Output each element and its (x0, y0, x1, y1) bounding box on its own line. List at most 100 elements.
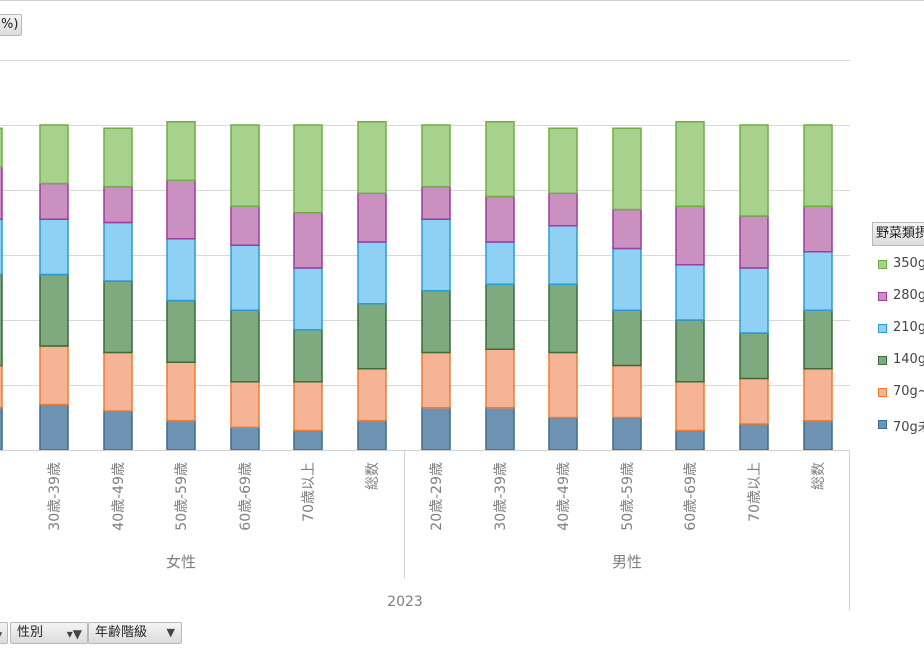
bar-segment-5-2[interactable] (357, 303, 387, 370)
legend-label: 70g未 (893, 420, 924, 435)
bar-segment-2-1[interactable] (166, 361, 196, 422)
bar-segment-partial-4[interactable] (0, 166, 3, 220)
bar-segment-7-3[interactable] (485, 241, 515, 285)
bar-segment-7-5[interactable] (485, 121, 515, 198)
bar-segment-5-0[interactable] (357, 420, 387, 451)
x-tick-label: 40歳-49歳 (556, 462, 572, 531)
bar-segment-3-4[interactable] (230, 205, 260, 246)
bar-segment-4-3[interactable] (293, 267, 323, 331)
bar-segment-1-1[interactable] (103, 351, 133, 412)
bar-segment-2-0[interactable] (166, 420, 196, 451)
bar-segment-10-2[interactable] (675, 319, 705, 383)
category-group-dividers (404, 450, 850, 610)
bar-segment-2-5[interactable] (166, 121, 196, 181)
bar-segment-2-3[interactable] (166, 238, 196, 302)
bar-segment-0-4[interactable] (39, 182, 69, 220)
bar-segment-8-2[interactable] (548, 283, 578, 354)
bar-segment-partial-1[interactable] (0, 364, 3, 409)
bar-segment-11-2[interactable] (739, 332, 769, 380)
bar-segment-10-4[interactable] (675, 205, 705, 266)
legend-swatch (878, 292, 887, 301)
bar-segment-partial-5[interactable] (0, 127, 3, 168)
filter-button-age[interactable]: 年齢階級 ▼ (88, 622, 182, 644)
bar-segment-1-0[interactable] (103, 410, 133, 451)
legend-title[interactable]: 野菜類摂 (872, 222, 924, 246)
bar-segment-11-5[interactable] (739, 124, 769, 217)
bar-segment-9-5[interactable] (612, 127, 642, 211)
legend-label: 140g (893, 352, 924, 367)
bar-segment-9-0[interactable] (612, 416, 642, 451)
bar-segment-5-4[interactable] (357, 192, 387, 243)
bar-segment-partial-0[interactable] (0, 407, 3, 451)
bar-segment-0-5[interactable] (39, 124, 69, 185)
bar-segment-8-4[interactable] (548, 192, 578, 227)
bar-segment-12-2[interactable] (803, 309, 833, 370)
bar-segment-8-3[interactable] (548, 225, 578, 285)
legend-label: 350g (893, 256, 924, 271)
bar-segment-6-4[interactable] (421, 186, 451, 220)
field-button-value[interactable]: %) (0, 14, 22, 36)
bar-segment-7-0[interactable] (485, 407, 515, 451)
bar-segment-11-3[interactable] (739, 267, 769, 334)
bar-segment-10-0[interactable] (675, 429, 705, 451)
bar-segment-9-4[interactable] (612, 208, 642, 250)
bar-segment-7-1[interactable] (485, 348, 515, 409)
bar-segment-7-4[interactable] (485, 195, 515, 243)
bar-segment-4-1[interactable] (293, 381, 323, 432)
bar-segment-8-0[interactable] (548, 416, 578, 451)
bar-segment-1-2[interactable] (103, 280, 133, 354)
filter-button-year[interactable]: ▼ (0, 622, 8, 644)
bar-segment-8-1[interactable] (548, 351, 578, 419)
bar-segment-1-5[interactable] (103, 127, 133, 188)
bar-segment-10-1[interactable] (675, 381, 705, 432)
bar-segment-3-5[interactable] (230, 124, 260, 207)
bar-segment-0-3[interactable] (39, 218, 69, 276)
bar-segment-5-3[interactable] (357, 241, 387, 305)
bar-segment-11-1[interactable] (739, 377, 769, 425)
bar-segment-0-0[interactable] (39, 403, 69, 451)
bar-segment-12-1[interactable] (803, 368, 833, 422)
legend-swatch (878, 388, 887, 397)
bar-segment-2-4[interactable] (166, 179, 196, 240)
bar-segment-3-3[interactable] (230, 244, 260, 311)
bar-segment-3-0[interactable] (230, 426, 260, 451)
legend-label: 280g (893, 288, 924, 303)
bar-segment-4-2[interactable] (293, 329, 323, 383)
bar-segment-0-2[interactable] (39, 273, 69, 347)
bar-segment-partial-2[interactable] (0, 273, 3, 367)
bar-segment-6-0[interactable] (421, 407, 451, 451)
x-tick-label: 50歳-59歳 (174, 462, 190, 531)
bar-segment-11-4[interactable] (739, 215, 769, 269)
bar-segment-3-2[interactable] (230, 309, 260, 383)
bar-segment-1-3[interactable] (103, 221, 133, 282)
legend-swatch (878, 356, 887, 365)
bar-segment-5-5[interactable] (357, 121, 387, 194)
bar-segment-2-2[interactable] (166, 299, 196, 363)
bar-segment-9-1[interactable] (612, 364, 642, 419)
bar-segment-6-2[interactable] (421, 290, 451, 354)
bar-segment-4-0[interactable] (293, 429, 323, 451)
bar-segment-5-1[interactable] (357, 368, 387, 422)
bar-segment-7-2[interactable] (485, 283, 515, 350)
bar-segment-12-0[interactable] (803, 420, 833, 451)
bar-segment-12-5[interactable] (803, 124, 833, 207)
bar-segment-10-3[interactable] (675, 264, 705, 321)
bar-segment-3-1[interactable] (230, 381, 260, 428)
bar-segment-1-4[interactable] (103, 186, 133, 224)
bar-segment-6-3[interactable] (421, 218, 451, 292)
filter-button-sex[interactable]: 性別 ▾▼ (10, 622, 88, 644)
bar-segment-4-4[interactable] (293, 212, 323, 269)
bar-segment-12-4[interactable] (803, 205, 833, 253)
bar-segment-9-3[interactable] (612, 247, 642, 311)
bar-segment-8-5[interactable] (548, 127, 578, 194)
bar-segment-11-0[interactable] (739, 423, 769, 451)
bar-segment-0-1[interactable] (39, 345, 69, 406)
bar-segment-12-3[interactable] (803, 251, 833, 311)
x-tick-label: 60歳-69歳 (238, 462, 254, 531)
bar-segment-6-5[interactable] (421, 124, 451, 188)
bar-segment-10-5[interactable] (675, 121, 705, 207)
bar-segment-6-1[interactable] (421, 351, 451, 409)
bar-segment-9-2[interactable] (612, 309, 642, 367)
bar-segment-partial-3[interactable] (0, 218, 3, 276)
bar-segment-4-5[interactable] (293, 124, 323, 214)
